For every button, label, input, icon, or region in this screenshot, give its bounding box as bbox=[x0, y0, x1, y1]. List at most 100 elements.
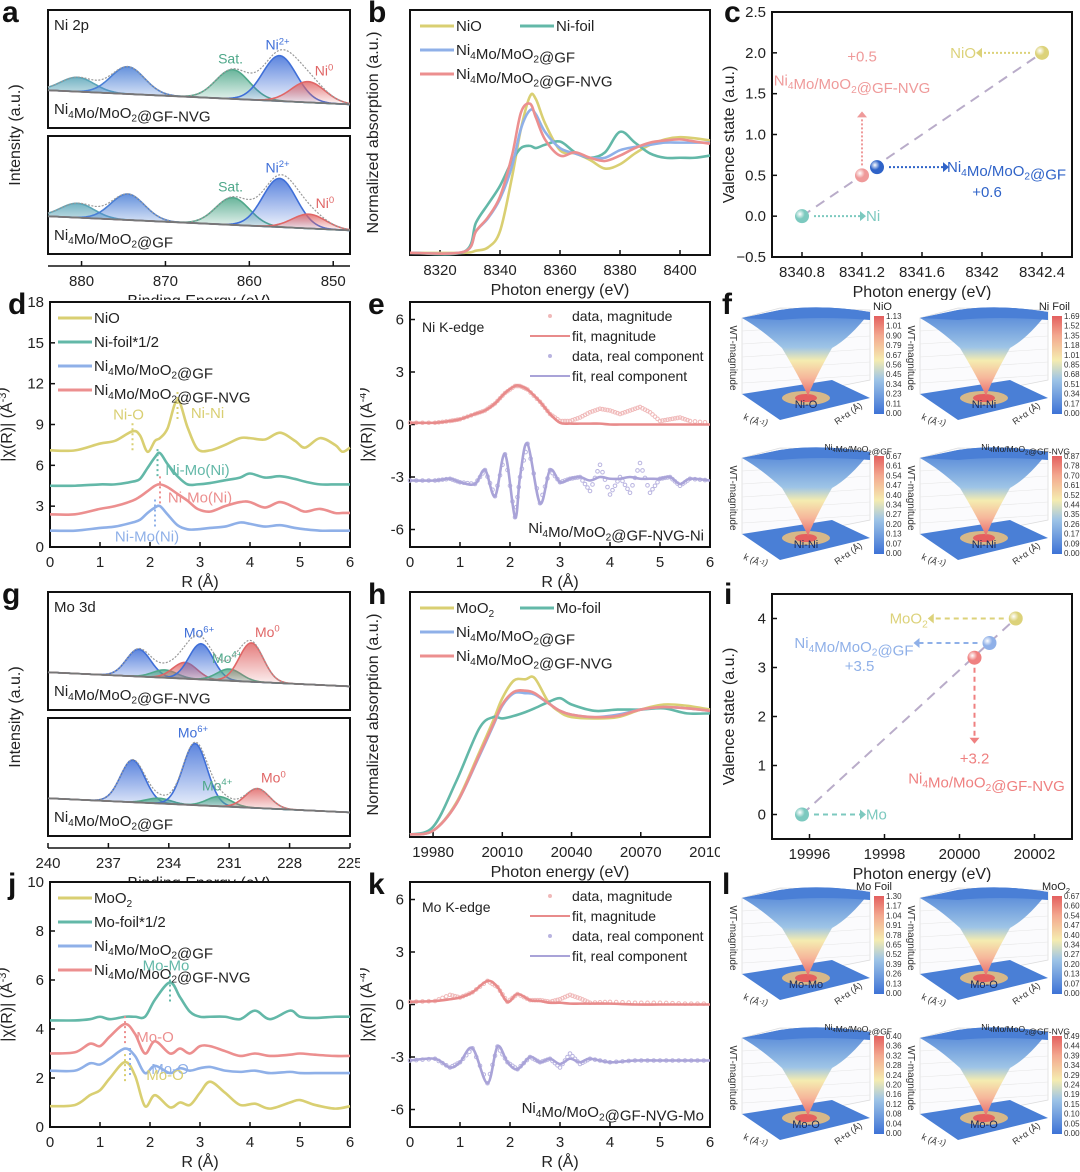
panel-label-i: i bbox=[724, 578, 733, 611]
y-tick-label: 3 bbox=[396, 944, 404, 961]
z-axis-label: WT-magnitude bbox=[727, 465, 738, 530]
colorbar-tick-label: 0.67 bbox=[886, 351, 902, 360]
point-label: Ni4Mo/MoO2@GF-NVG bbox=[908, 771, 1065, 796]
y-tick-label: 3 bbox=[36, 498, 44, 515]
data-point bbox=[570, 417, 575, 423]
colorbar-tick-label: 0.29 bbox=[1064, 1071, 1080, 1080]
data-point bbox=[587, 409, 593, 415]
x-tick-label: 6 bbox=[706, 1134, 714, 1151]
data-point bbox=[607, 492, 613, 497]
data-point bbox=[567, 992, 573, 998]
data-point bbox=[640, 468, 645, 473]
colorbar-tick-label: 0.61 bbox=[1064, 481, 1080, 490]
panel-label-a: a bbox=[2, 0, 19, 29]
panel-label-e: e bbox=[368, 288, 385, 321]
peak-label: Mo6+ bbox=[184, 624, 215, 640]
data-point bbox=[597, 462, 603, 468]
wt-hotspot-core bbox=[795, 1114, 817, 1122]
peak-fill bbox=[48, 760, 350, 813]
colorbar-tick-label: 0.54 bbox=[1064, 911, 1080, 920]
wt-hotspot-core bbox=[795, 394, 817, 402]
y-tick-label: −0.5 bbox=[736, 249, 766, 266]
data-point-ni4mo-moo2-gf bbox=[982, 636, 997, 650]
x-axis-label: Photon energy (eV) bbox=[491, 282, 630, 299]
wt-hotspot-core bbox=[973, 394, 995, 402]
colorbar-tick-label: 0.90 bbox=[886, 331, 902, 340]
legend-label: Ni4Mo/MoO2@GF-NVG bbox=[456, 648, 613, 673]
x-axis-label: Photon energy (eV) bbox=[853, 866, 992, 882]
wt-surface-top bbox=[920, 307, 1048, 320]
data-point bbox=[650, 486, 655, 492]
y-tick-label: 1 bbox=[758, 758, 766, 775]
data-point bbox=[612, 483, 618, 489]
wt-surface-top bbox=[920, 1027, 1048, 1040]
xps-panel-g: Mo6+ Mo4+ Mo0 Ni4Mo/MoO2@GF-NVG Mo6+ Mo4+ Mo0 N… bbox=[7, 591, 360, 882]
peak-fill bbox=[48, 788, 350, 813]
line-panel-b: 8320 8340 8360 8380 8400 Photon energy (eV) No… bbox=[365, 9, 711, 299]
series-line-moo2 bbox=[409, 675, 711, 836]
x-axis-label: R (Å) bbox=[541, 572, 578, 591]
colorbar bbox=[874, 896, 884, 994]
edge-title: Mo K-edge bbox=[422, 899, 491, 915]
bond-annotation: Ni-O bbox=[113, 406, 144, 423]
y-tick-label: -3 bbox=[391, 1049, 404, 1066]
colorbar-tick-label: 0.40 bbox=[1064, 931, 1080, 940]
peak-label: Mo4+ bbox=[212, 650, 243, 666]
data-point bbox=[645, 483, 650, 488]
colorbar-tick-label: 0.00 bbox=[886, 549, 902, 558]
wt-surface bbox=[742, 1027, 870, 1116]
data-point bbox=[607, 408, 613, 413]
data-point bbox=[595, 469, 600, 474]
panel-label-f: f bbox=[722, 288, 732, 321]
background-line bbox=[47, 797, 351, 814]
edge-title: Ni K-edge bbox=[422, 319, 484, 335]
legend-label: data, magnitude bbox=[572, 888, 673, 904]
x-tick-label: 19998 bbox=[864, 846, 906, 863]
data-point bbox=[610, 409, 615, 414]
axes-frame bbox=[409, 591, 711, 838]
x-tick-label: 3 bbox=[196, 554, 204, 571]
data-point bbox=[680, 416, 685, 421]
x-tick-label: 1 bbox=[96, 554, 104, 571]
data-point bbox=[627, 408, 633, 413]
colorbar-tick-label: 0.67 bbox=[886, 452, 902, 461]
peak-fill bbox=[48, 178, 350, 231]
wavelet-title: Mo Foil bbox=[856, 881, 892, 893]
bond-feature-label: Mo-Mo bbox=[789, 979, 823, 991]
colorbar-tick-label: 0.40 bbox=[886, 491, 902, 500]
sample-label: Ni4Mo/MoO2@GF-NVG-Ni bbox=[528, 520, 704, 545]
y-tick-label: 4 bbox=[36, 1021, 44, 1038]
series-line-moo2 bbox=[49, 1060, 351, 1110]
legend-label: fit, real component bbox=[572, 368, 687, 384]
colorbar-tick-label: 1.52 bbox=[1064, 322, 1080, 331]
peak-label: Mo0 bbox=[255, 624, 280, 640]
colorbar-tick-label: 1.01 bbox=[1064, 351, 1080, 360]
peak-fill bbox=[48, 194, 350, 231]
peak-label: Ni0 bbox=[315, 62, 334, 78]
arrow-head-icon bbox=[913, 638, 920, 648]
colorbar-tick-label: 0.91 bbox=[886, 921, 902, 930]
legend-label: Ni-foil bbox=[556, 18, 594, 35]
x-tick-label: 3 bbox=[196, 1134, 204, 1151]
colorbar-tick-label: 0.87 bbox=[1064, 452, 1080, 461]
y-tick-label: 6 bbox=[396, 312, 404, 329]
y-tick-label: 6 bbox=[36, 457, 44, 474]
raw-data bbox=[47, 49, 351, 105]
data-point bbox=[630, 407, 635, 412]
colorbar-tick-label: 0.00 bbox=[1064, 409, 1080, 418]
arrow-head-icon bbox=[943, 162, 949, 173]
data-point bbox=[697, 419, 703, 425]
colorbar-tick-label: 0.65 bbox=[886, 941, 902, 950]
data-point-moo2 bbox=[1008, 611, 1023, 626]
xps-subplot bbox=[47, 135, 351, 255]
x-axis-label: Binding Energy (eV) bbox=[127, 875, 270, 882]
x-tick-label: 8360 bbox=[543, 262, 576, 279]
colorbar-tick-label: 0.07 bbox=[1064, 979, 1080, 988]
data-point bbox=[635, 405, 640, 411]
data-point bbox=[675, 415, 680, 421]
colorbar-tick-label: 0.11 bbox=[886, 399, 902, 408]
linear-fit-line bbox=[801, 52, 1043, 217]
colorbar-tick-label: 0.13 bbox=[1064, 970, 1080, 979]
colorbar-tick-label: 0.24 bbox=[1064, 1081, 1080, 1090]
peak-fill bbox=[48, 743, 350, 813]
